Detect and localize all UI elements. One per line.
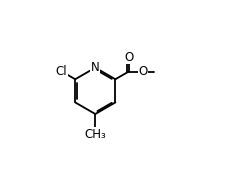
Text: Cl: Cl	[56, 66, 67, 78]
Text: CH₃: CH₃	[84, 128, 106, 141]
Text: N: N	[90, 61, 99, 74]
Text: O: O	[123, 51, 133, 64]
Text: O: O	[138, 65, 147, 78]
